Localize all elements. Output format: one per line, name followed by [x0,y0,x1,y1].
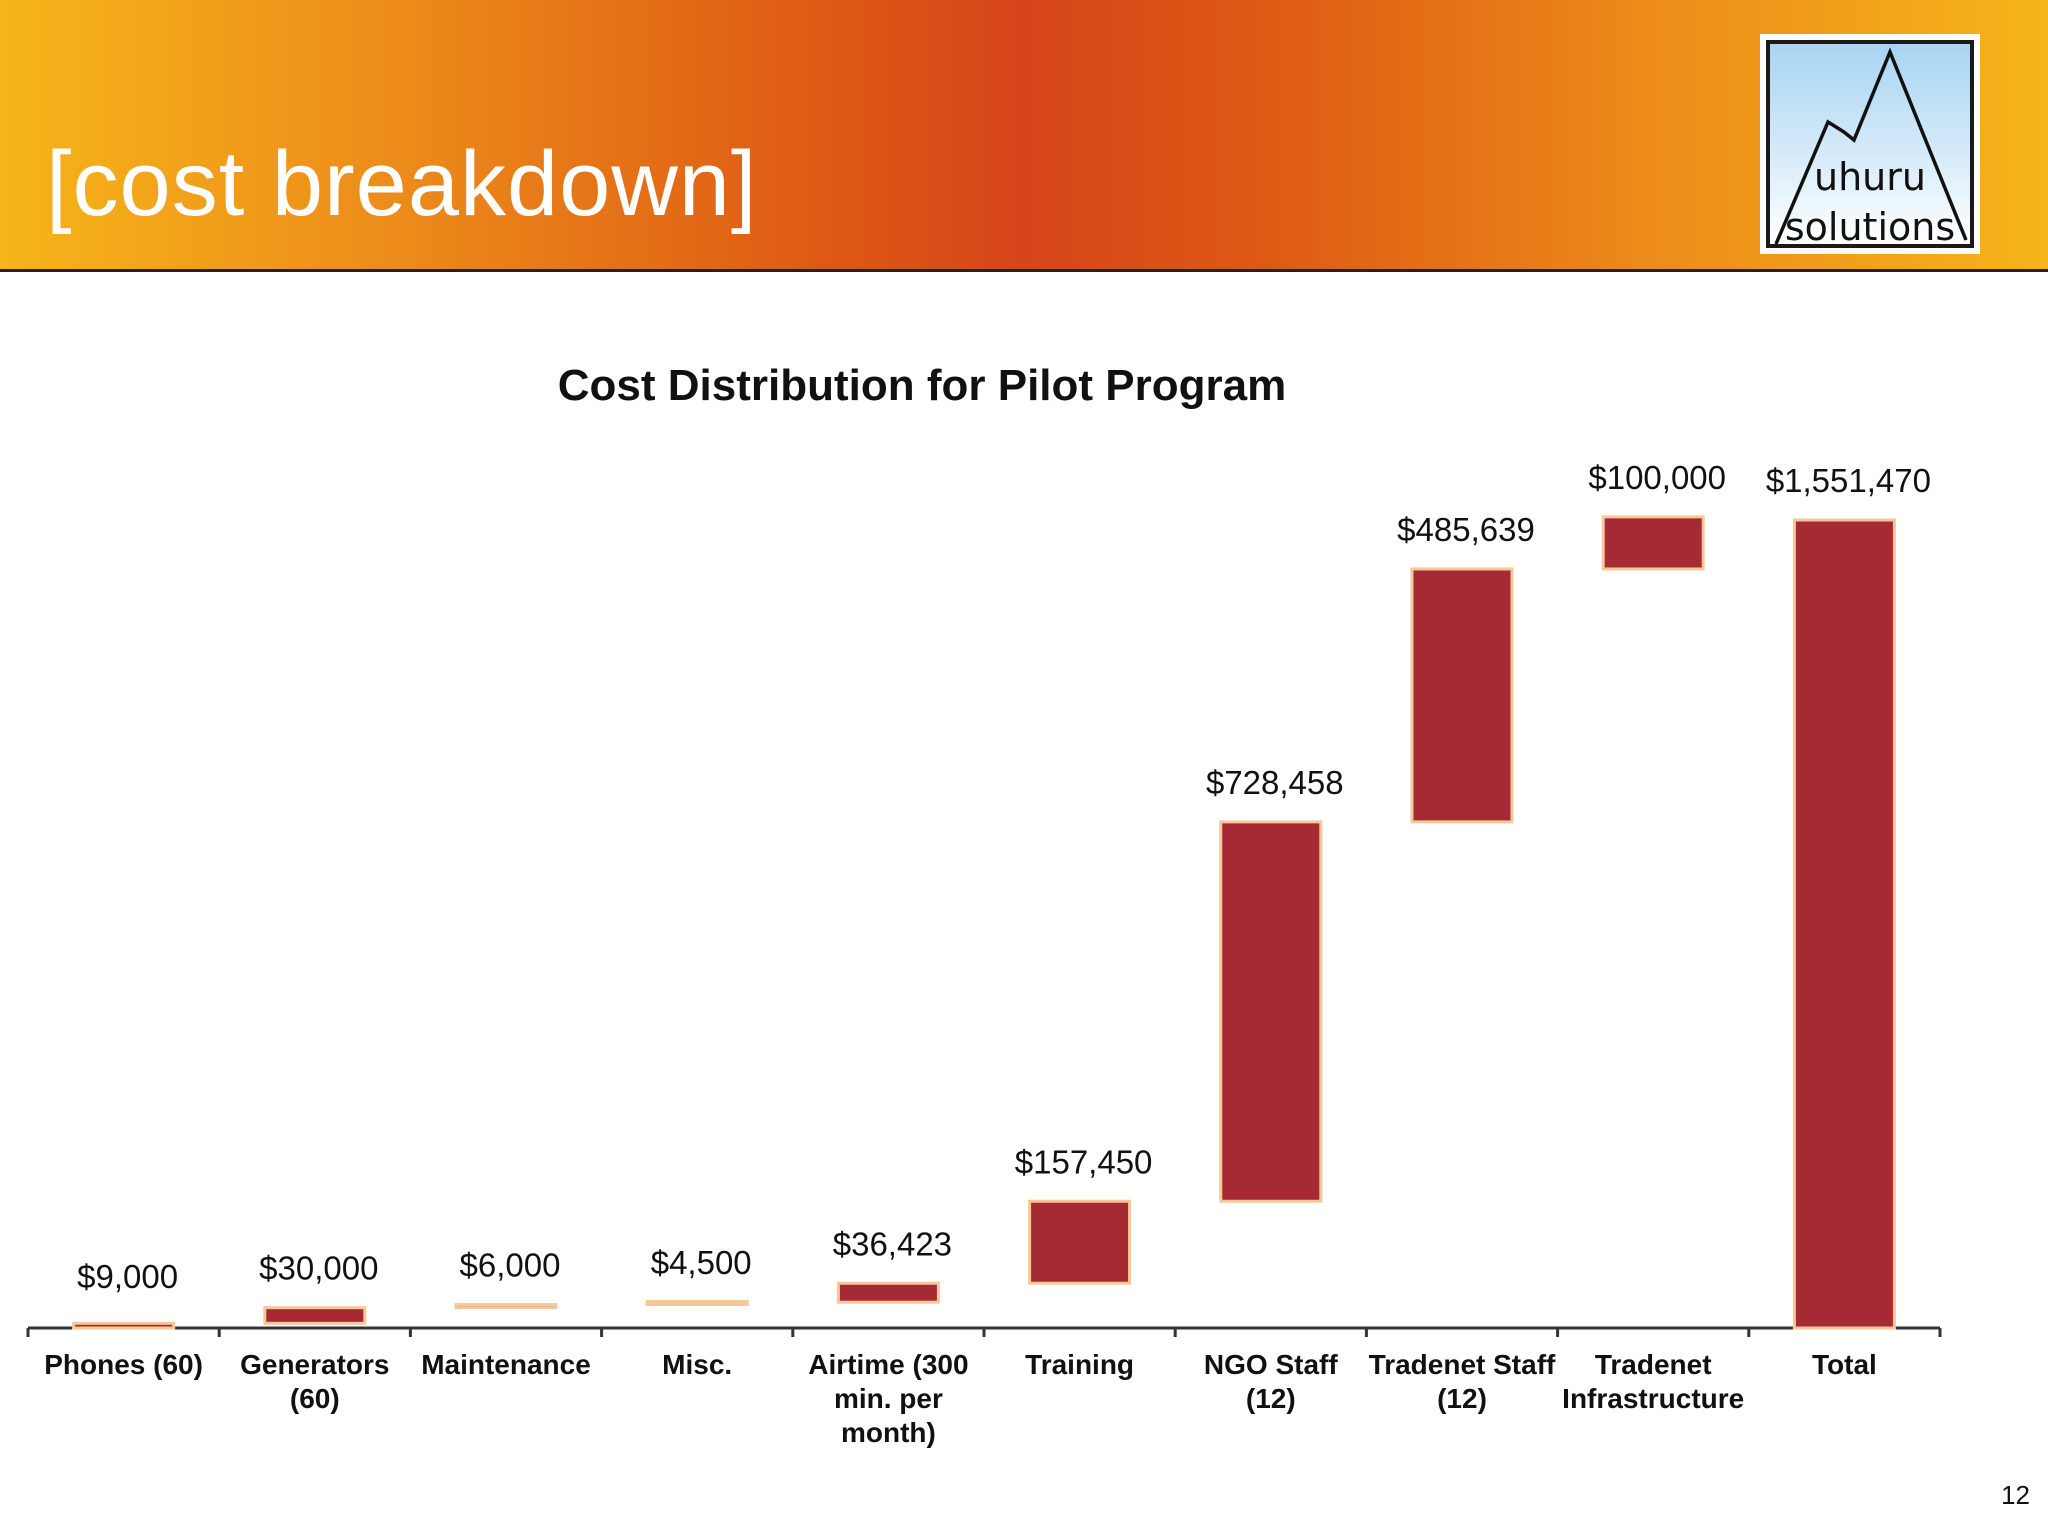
category-label-line: (12) [1246,1383,1296,1414]
data-label: $157,450 [1015,1143,1153,1180]
category-label: Training [1025,1349,1134,1380]
category-label: Tradenet Staff (12) [1369,1349,1556,1414]
data-label: $6,000 [460,1247,561,1284]
bar-9 [1601,515,1705,571]
bar-2 [263,1306,367,1325]
category-label: Misc. [662,1349,732,1380]
bar-1 [72,1321,176,1330]
category-label-line: Generators [240,1349,389,1380]
category-label: Phones (60) [44,1349,203,1380]
category-label-line: Phones (60) [44,1349,203,1380]
category-label-line: Airtime (300 [808,1349,968,1380]
data-label: $485,639 [1397,511,1535,548]
logo-frame: uhuru solutions [1766,40,1974,248]
bar-6 [1028,1199,1132,1285]
chart-title: Cost Distribution for Pilot Program [558,361,1286,410]
slide-title: [cost breakdown] [46,133,758,235]
category-label-line: Total [1812,1349,1877,1380]
category-label-line: Training [1025,1349,1134,1380]
category-label: NGO Staff (12) [1204,1349,1338,1414]
category-label-line: (60) [290,1383,340,1414]
category-label-line: Tradenet [1595,1349,1712,1380]
data-label: $100,000 [1588,459,1726,496]
slide-header: [cost breakdown] uhuru solutions [0,0,2048,272]
category-label-line: Tradenet Staff [1369,1349,1556,1380]
bar-4 [645,1300,749,1307]
bar-10 [1792,518,1896,1330]
category-label-line: Maintenance [421,1349,591,1380]
mountain-icon [1774,47,1968,244]
category-label-line: Misc. [662,1349,732,1380]
data-label: $1,551,470 [1766,462,1931,499]
bar-5 [836,1281,940,1304]
bar-7 [1219,820,1323,1203]
category-label: Generators (60) [240,1349,389,1414]
category-label-line: month) [841,1417,936,1448]
data-label: $728,458 [1206,764,1344,801]
data-label: $9,000 [77,1258,178,1295]
category-label-line: Infrastructure [1562,1383,1744,1414]
bar-8 [1410,567,1514,824]
chart-area: Cost Distribution for Pilot Program $9,0… [0,272,2048,1536]
logo-text-solutions: solutions [1784,205,1956,248]
page-number: 12 [2001,1480,2030,1510]
data-label: $30,000 [259,1250,378,1287]
category-label-line: (12) [1437,1383,1487,1414]
data-label: $4,500 [651,1244,752,1281]
category-label-line: NGO Staff [1204,1349,1338,1380]
category-label: Airtime (300 min. per month) [808,1349,968,1448]
logo-text-uhuru: uhuru [1814,155,1926,199]
data-label: $36,423 [833,1225,952,1262]
bar-3 [454,1303,558,1310]
category-label: Total [1812,1349,1877,1380]
category-label-line: min. per [834,1383,943,1414]
waterfall-chart: Cost Distribution for Pilot Program $9,0… [26,361,1942,1448]
category-label: Tradenet Infrastructure [1562,1349,1744,1414]
uhuru-solutions-logo: uhuru solutions [1760,34,1980,254]
category-label: Maintenance [421,1349,591,1380]
